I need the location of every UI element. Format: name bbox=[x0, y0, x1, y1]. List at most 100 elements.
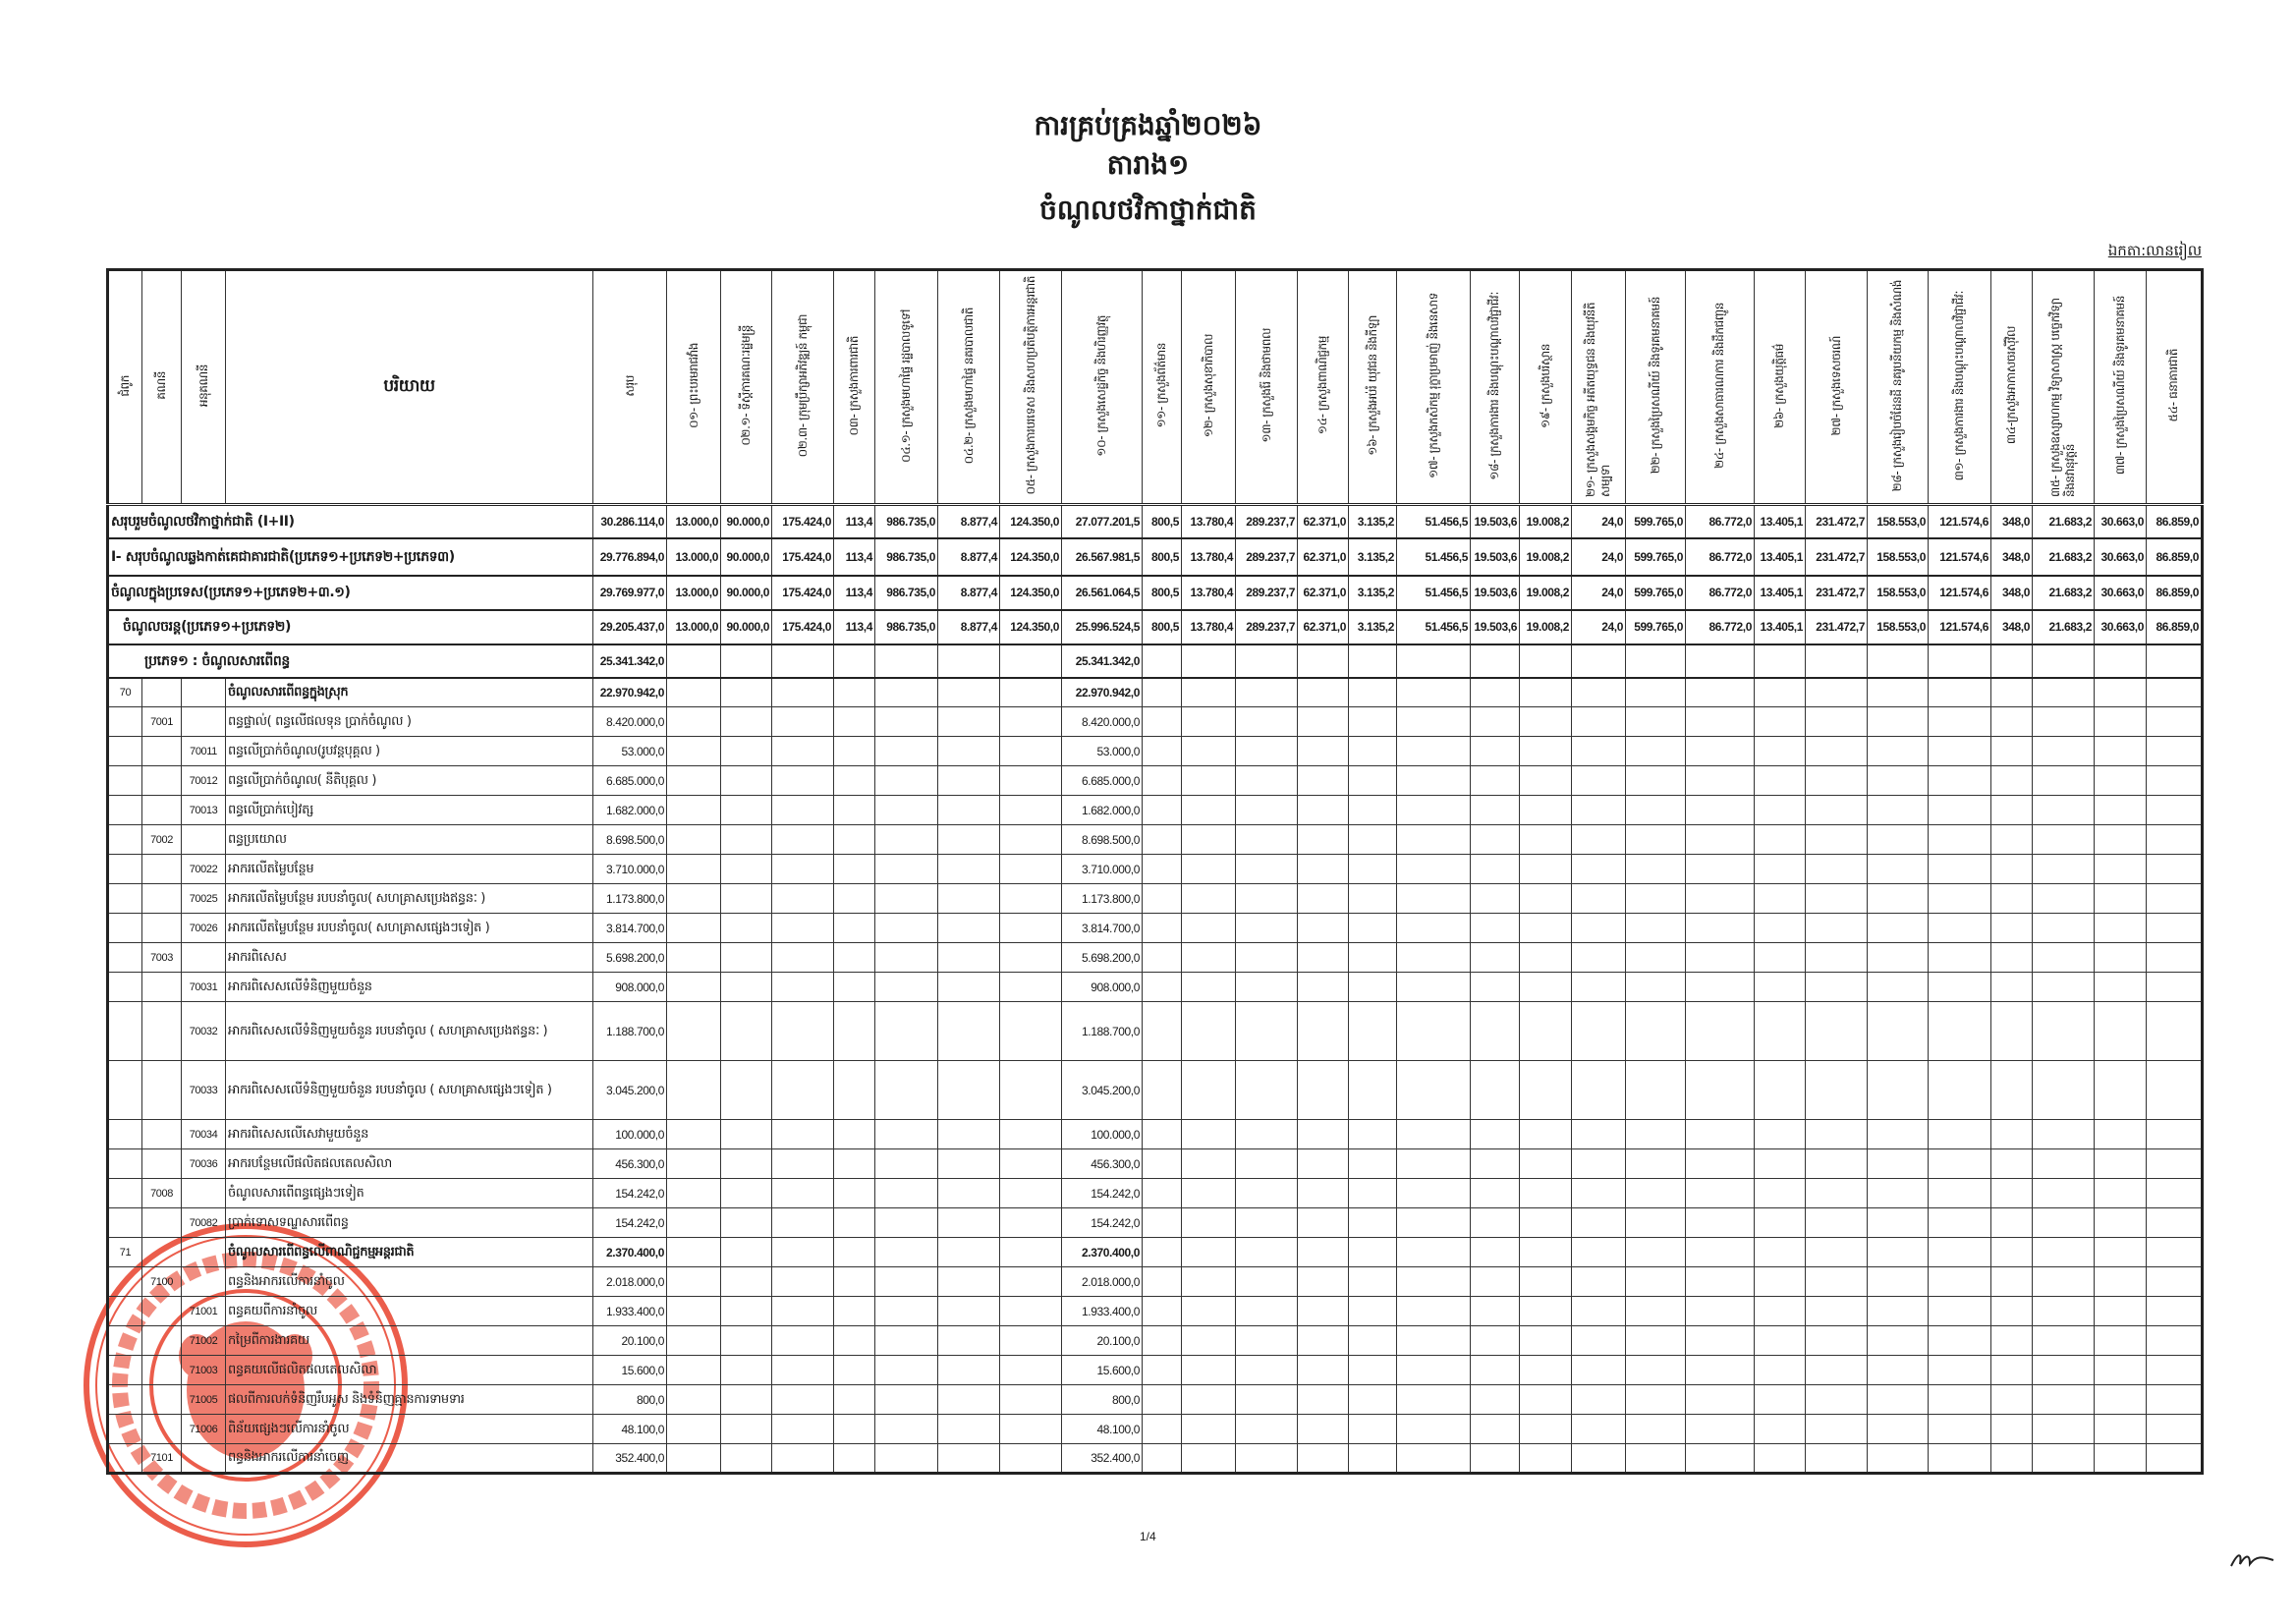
ministry-value-empty bbox=[833, 765, 875, 796]
table-row: 70031 អាករពិសេសលើទំនិញមួយចំនួន 908.000,0 90… bbox=[107, 972, 2203, 1002]
ministry-value-empty bbox=[1571, 942, 1626, 973]
ministry-value-empty bbox=[874, 1384, 938, 1415]
ministry-value-empty bbox=[1181, 1325, 1236, 1356]
row-description: អាករពិសេសលើទំនិញមួយចំនួន របបនាំចូល ( សហគ… bbox=[225, 1001, 593, 1061]
summary-ministry-value: 3.135,2 bbox=[1348, 504, 1397, 538]
row-total: 1.933.400,0 bbox=[592, 1296, 667, 1326]
ministry-value-empty bbox=[1625, 1001, 1686, 1061]
ministry-value-empty bbox=[874, 706, 938, 737]
ministry-value-empty bbox=[1805, 913, 1868, 943]
ministry-value-empty bbox=[1181, 1060, 1236, 1120]
ministry-value-empty bbox=[2032, 1001, 2095, 1061]
ministry-value-empty bbox=[1396, 1384, 1471, 1415]
ministry-value-empty bbox=[666, 706, 721, 737]
chapter-code bbox=[107, 972, 142, 1002]
ministry-value-empty bbox=[1928, 795, 1991, 825]
ministry-value-empty bbox=[1867, 1384, 1929, 1415]
row-total: 3.045.200,0 bbox=[592, 1060, 667, 1120]
ministry-value-empty bbox=[1625, 1148, 1686, 1179]
header-ministry-label: ០៤.១- ក្រសួងមហាផ្ទៃ រដ្ឋបាលទូទៅ bbox=[899, 308, 913, 463]
summary-ministry-value: 231.472,7 bbox=[1805, 575, 1868, 610]
chapter-code bbox=[107, 1266, 142, 1297]
ministry-economy-finance-value: 15.600,0 bbox=[1061, 1355, 1143, 1385]
summary-total: 29.205.437,0 bbox=[592, 609, 667, 644]
ministry-value-empty bbox=[1348, 1207, 1397, 1238]
ministry-value-empty bbox=[1396, 1266, 1471, 1297]
sub-account-code: 70013 bbox=[181, 795, 226, 825]
ministry-value-empty bbox=[1928, 1178, 1991, 1208]
ministry-value-empty bbox=[1571, 1237, 1626, 1267]
ministry-value-empty bbox=[1867, 1060, 1929, 1120]
ministry-economy-finance-value: 908.000,0 bbox=[1061, 972, 1143, 1002]
ministry-value-empty bbox=[874, 1266, 938, 1297]
ministry-value-empty bbox=[666, 1325, 721, 1356]
ministry-value-empty bbox=[1297, 677, 1349, 707]
ministry-value-empty bbox=[1805, 1207, 1868, 1238]
ministry-value-empty bbox=[1685, 1001, 1755, 1061]
ministry-value-empty bbox=[1990, 1414, 2033, 1444]
summary-ministry-value: 8.877,4 bbox=[937, 537, 1000, 576]
ministry-value-empty bbox=[1396, 795, 1471, 825]
revenue-table: ជំពូក គណនី អនុគណនី បរិយាយ សរុប ០១- ព្រះបរមរាជ… bbox=[106, 268, 2204, 1475]
ministry-value-empty bbox=[1519, 1266, 1572, 1297]
ministry-value-empty bbox=[1297, 942, 1349, 973]
ministry-value-empty bbox=[1928, 1001, 1991, 1061]
ministry-value-empty bbox=[771, 854, 834, 884]
ministry-value-empty bbox=[771, 1325, 834, 1356]
ministry-value-empty bbox=[1297, 1207, 1349, 1238]
ministry-value-empty bbox=[1235, 913, 1298, 943]
ministry-value-empty bbox=[1297, 1266, 1349, 1297]
ministry-value-empty bbox=[1181, 1237, 1236, 1267]
ministry-value-empty bbox=[1470, 1001, 1520, 1061]
ministry-value-empty bbox=[1396, 1119, 1471, 1149]
ministry-value-empty bbox=[720, 913, 772, 943]
ministry-value-empty bbox=[1625, 1384, 1686, 1415]
ministry-value-empty bbox=[1519, 1443, 1572, 1474]
ministry-value-empty bbox=[1181, 1355, 1236, 1385]
header-ministry-label: ១៦- ក្រសួងអប់រំ យុវជន និងកីឡា bbox=[1365, 315, 1379, 456]
ministry-value-empty bbox=[720, 1119, 772, 1149]
summary-ministry-value: 289.237,7 bbox=[1235, 537, 1298, 576]
ministry-value-empty bbox=[2146, 824, 2203, 855]
header-ministry: ៣៧- ក្រសួងប្រៃសណីយ៍ និងទូរគមនាគមន៍ bbox=[2094, 269, 2147, 505]
ministry-value-empty bbox=[666, 677, 721, 707]
ministry-value-empty bbox=[2094, 972, 2147, 1002]
row-description: ពន្ធផ្ទាល់( ពន្ធលើផលទុន ប្រាក់ចំណូល ) bbox=[225, 706, 593, 737]
ministry-value-empty bbox=[937, 883, 1000, 914]
header-ministry: ២៤- ក្រសួងសាធារណការ និងដឹកជញ្ជូន bbox=[1685, 269, 1755, 505]
ministry-value-empty bbox=[771, 1207, 834, 1238]
ministry-value-empty bbox=[833, 942, 875, 973]
header-ministry: ១១- ក្រសួងព័ត៌មាន bbox=[1142, 269, 1182, 505]
summary-ministry-value: 90.000,0 bbox=[720, 537, 772, 576]
ministry-value-empty bbox=[2032, 795, 2095, 825]
ministry-value-empty bbox=[1990, 677, 2033, 707]
ministry-economy-finance-value: 3.045.200,0 bbox=[1061, 1060, 1143, 1120]
ministry-value-empty bbox=[2094, 1355, 2147, 1385]
ministry-value-empty bbox=[2146, 795, 2203, 825]
ministry-value-empty bbox=[1571, 1266, 1626, 1297]
ministry-value-empty bbox=[1470, 913, 1520, 943]
ministry-value-empty bbox=[1990, 795, 2033, 825]
signature-initials bbox=[2230, 1554, 2274, 1567]
ministry-value-empty bbox=[1625, 824, 1686, 855]
ministry-value-empty bbox=[2146, 1414, 2203, 1444]
ministry-value-empty bbox=[2094, 942, 2147, 973]
ministry-value-empty bbox=[937, 854, 1000, 884]
ministry-value-empty bbox=[771, 883, 834, 914]
summary-ministry-value: 19.008,2 bbox=[1519, 609, 1572, 644]
summary-ministry-value: 86.772,0 bbox=[1685, 504, 1755, 538]
summary-description: ចំណូលក្នុងប្រទេស(ប្រភេទ១+ប្រភេទ២+៣.១) bbox=[107, 575, 593, 610]
ministry-value-empty bbox=[1297, 795, 1349, 825]
ministry-value-empty bbox=[1805, 1001, 1868, 1061]
ministry-value-empty bbox=[833, 795, 875, 825]
ministry-value-empty bbox=[1571, 1384, 1626, 1415]
row-total: 1.188.700,0 bbox=[592, 1001, 667, 1061]
ministry-value-empty bbox=[2146, 1355, 2203, 1385]
ministry-value-empty bbox=[1519, 942, 1572, 973]
ministry-value-empty bbox=[1348, 1266, 1397, 1297]
ministry-value-empty bbox=[1805, 1119, 1868, 1149]
account-code bbox=[141, 1325, 182, 1356]
ministry-value-empty bbox=[1571, 913, 1626, 943]
chapter-code bbox=[107, 942, 142, 973]
ministry-economy-finance-value: 1.188.700,0 bbox=[1061, 1001, 1143, 1061]
